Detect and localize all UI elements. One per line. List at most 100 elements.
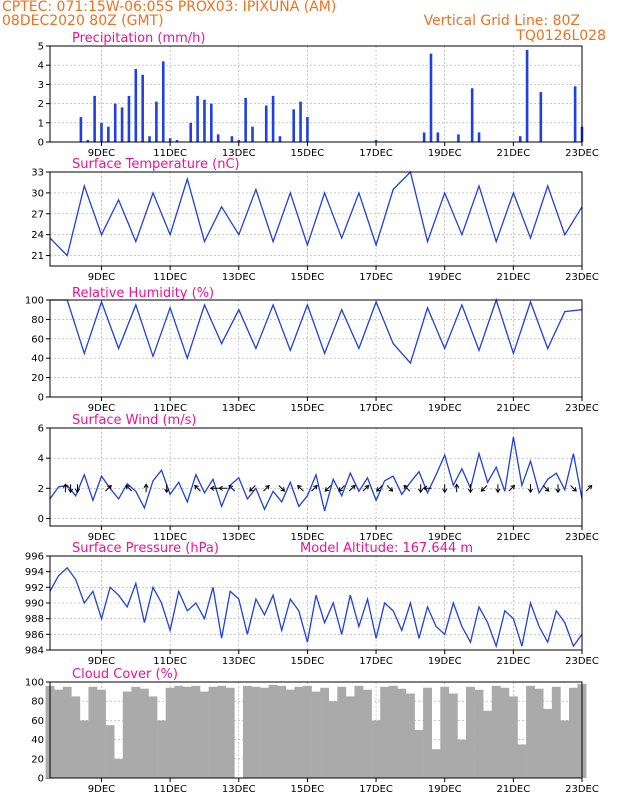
cloud-cover-xtick-label: 15DEC <box>291 784 325 795</box>
pressure-ytick-label: 992 <box>25 583 44 594</box>
cloud-cover-bar <box>337 686 347 778</box>
wind-direction-arrow <box>454 483 460 493</box>
humidity-ytick-label: 0 <box>38 393 44 404</box>
cloud-cover-bar <box>414 730 424 778</box>
cloud-cover-bar <box>405 693 415 778</box>
cloud-cover-bar <box>122 691 132 778</box>
wind-direction-arrow <box>348 484 356 492</box>
precipitation-bar <box>299 101 302 142</box>
cloud-cover-bar <box>105 725 115 778</box>
wind-direction-arrow <box>422 485 432 491</box>
precipitation-bar <box>189 122 193 142</box>
cloud-cover-bar <box>474 689 484 778</box>
precipitation-xtick-label: 9DEC <box>88 148 115 159</box>
pressure-xtick-label: 21DEC <box>496 656 530 667</box>
wind-ytick-label: 2 <box>38 484 44 495</box>
cloud-cover-bar <box>397 688 407 778</box>
cloud-cover-bar <box>208 686 218 778</box>
cloud-cover-bar <box>62 686 72 778</box>
cloud-cover-bar <box>242 685 252 778</box>
wind-direction-arrow <box>362 484 370 492</box>
cloud-cover-bar <box>54 689 64 778</box>
precipitation-bar <box>210 103 213 142</box>
wind-direction-arrow <box>527 484 534 494</box>
cloud-cover-bar <box>551 686 561 778</box>
wind-xtick-label: 9DEC <box>88 532 115 543</box>
wind-direction-arrow <box>228 484 236 492</box>
precipitation-bar <box>93 95 96 142</box>
wind-direction-arrow <box>542 485 550 492</box>
wind-ytick-label: 4 <box>38 454 44 465</box>
precipitation-bar <box>237 140 241 142</box>
humidity-series-line <box>50 297 583 365</box>
precipitation-ytick-label: 0 <box>38 138 44 149</box>
precipitation-bar <box>100 122 103 142</box>
wind-direction-arrow <box>467 484 474 494</box>
cloud-cover-bar <box>88 686 98 778</box>
temperature-panel: Surface Temperature (nC) 21 24 27 30 33 9DEC 1… <box>31 157 599 283</box>
precipitation-bar <box>477 132 481 142</box>
temperature-ytick-label: 33 <box>31 168 44 179</box>
pressure-ytick-label: 994 <box>25 567 44 578</box>
precipitation-xtick-label: 15DEC <box>291 148 325 159</box>
cloud-cover-bar <box>114 758 124 778</box>
temperature-ytick-label: 27 <box>31 209 44 220</box>
cloud-cover-bar <box>388 685 398 778</box>
wind-direction-arrow <box>376 485 383 492</box>
wind-direction-arrow <box>480 485 488 492</box>
cloud-cover-bar <box>79 720 89 778</box>
cloud-cover-frame <box>49 681 583 779</box>
model-altitude-note: Model Altitude: 167.644 m <box>300 541 473 556</box>
cloud-cover-panel: Cloud Cover (%) 0 20 40 60 80 100 9DEC 11DEC 13D… <box>25 667 599 795</box>
precipitation-bar <box>470 88 474 142</box>
cloud-cover-bar <box>165 687 175 778</box>
cloud-cover-bar <box>328 701 338 778</box>
cloud-cover-xtick-label: 23DEC <box>565 784 599 795</box>
cloud-cover-bar <box>182 686 192 778</box>
cloud-cover-bar <box>345 696 355 778</box>
wind-direction-arrow <box>585 484 593 492</box>
cloud-cover-xtick-label: 19DEC <box>428 784 462 795</box>
precipitation-bar <box>107 126 110 142</box>
cloud-cover-xtick-label: 9DEC <box>88 784 115 795</box>
precipitation-xtick-label: 19DEC <box>428 148 462 159</box>
wind-direction-arrow <box>570 485 577 492</box>
pressure-ytick-label: 988 <box>25 614 44 625</box>
cloud-cover-bar <box>363 689 372 778</box>
cloud-cover-bar <box>380 686 390 778</box>
cloud-cover-bar <box>534 688 544 778</box>
cloud-cover-bar <box>268 684 278 778</box>
precipitation-bar <box>161 61 165 142</box>
cloud-cover-bar <box>251 686 261 778</box>
cloud-cover-ytick-label: 100 <box>25 678 44 689</box>
precipitation-title: Precipitation (mm/h) <box>72 31 205 46</box>
cloud-cover-bar <box>191 685 201 778</box>
wind-direction-arrow <box>62 483 69 493</box>
pressure-ytick-label: 986 <box>25 630 44 641</box>
pressure-panel: Surface Pressure (hPa) Model Altitude: 1… <box>25 541 599 667</box>
cloud-cover-bar <box>71 696 81 778</box>
pressure-xtick-label: 19DEC <box>428 656 462 667</box>
precipitation-bar <box>148 136 151 142</box>
temperature-ytick-label: 21 <box>31 251 44 262</box>
cloud-cover-xtick-label: 11DEC <box>153 784 187 795</box>
wind-direction-arrow <box>418 484 424 494</box>
cloud-cover-bar <box>508 696 518 778</box>
precipitation-bar <box>113 103 117 142</box>
wind-direction-arrow <box>403 484 411 492</box>
cloud-cover-ytick-label: 60 <box>31 716 44 727</box>
cloud-cover-bar <box>457 739 467 778</box>
header-run-id: TQ0126L028 <box>515 28 606 44</box>
cloud-cover-bar <box>285 689 295 778</box>
precipitation-bar <box>120 107 124 142</box>
cloud-cover-bar <box>97 689 106 778</box>
pressure-ytick-label: 984 <box>25 646 44 657</box>
precipitation-bar <box>271 95 275 142</box>
cloud-cover-bar <box>131 686 141 778</box>
humidity-ytick-label: 40 <box>31 354 44 365</box>
wind-direction-arrow <box>495 484 501 494</box>
precipitation-bar <box>251 126 254 142</box>
precipitation-bar <box>175 140 179 142</box>
cloud-cover-bar <box>320 687 330 778</box>
